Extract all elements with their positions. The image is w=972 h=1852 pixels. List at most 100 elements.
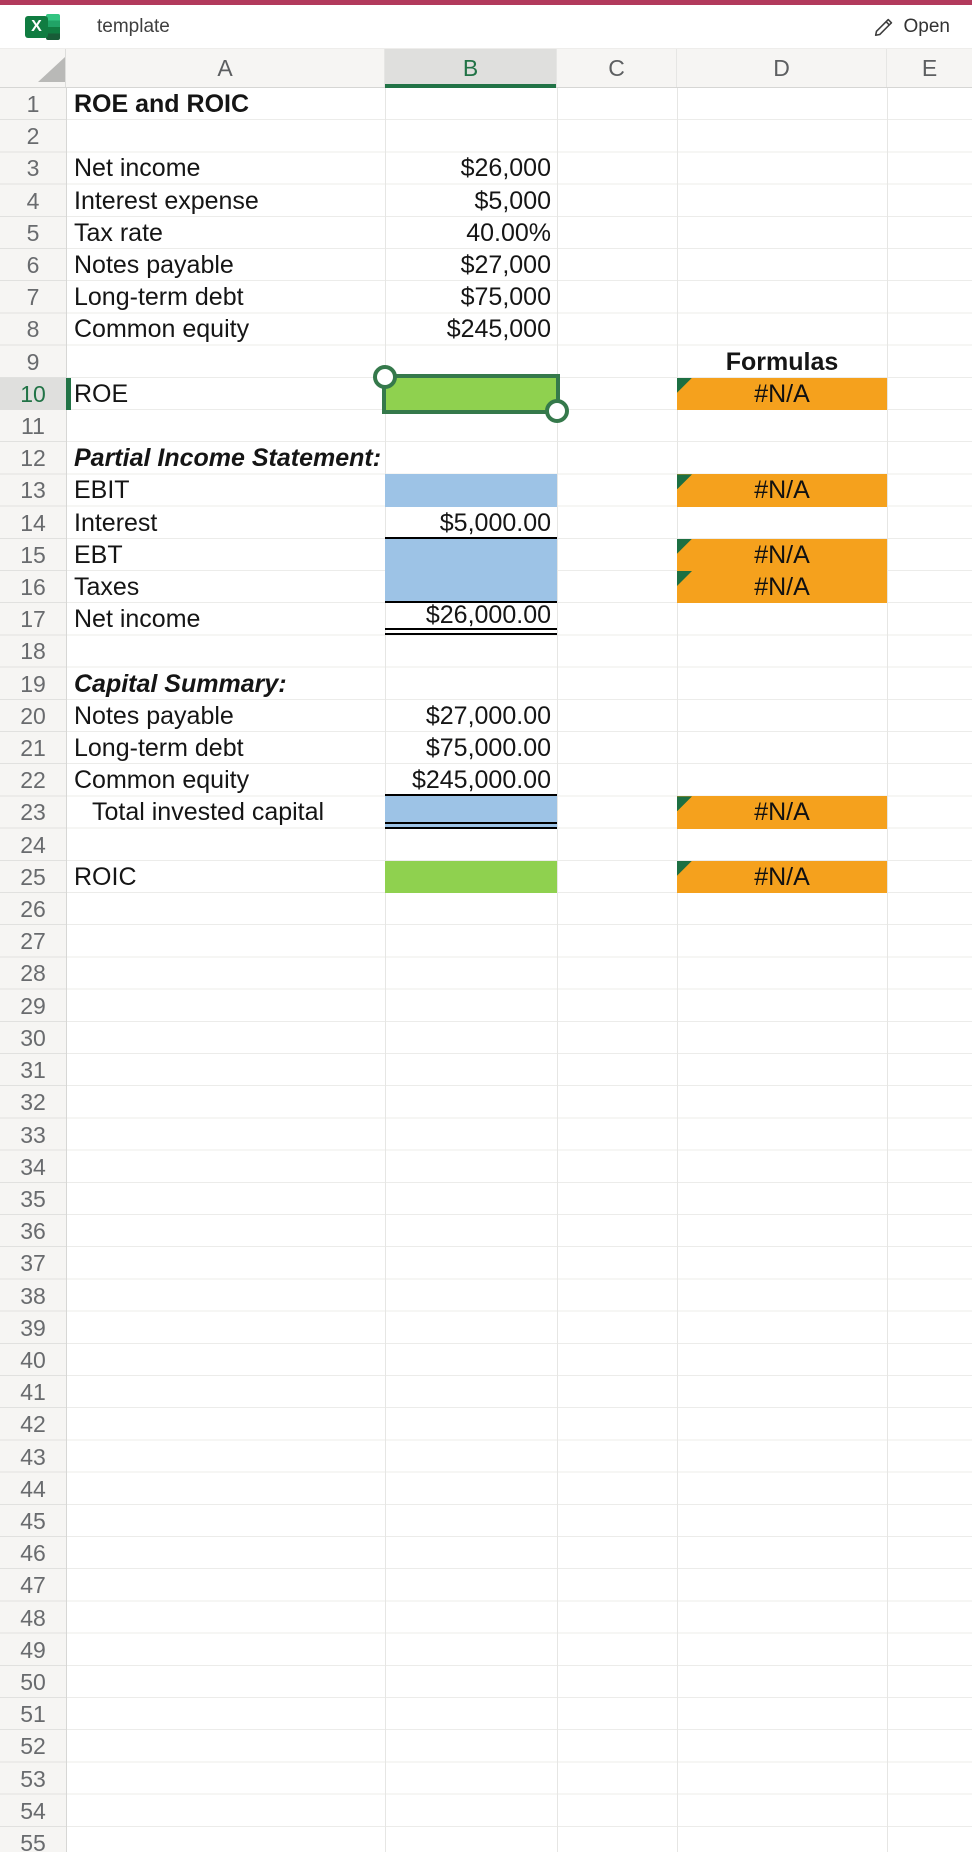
cell-b20[interactable]: $27,000.00 bbox=[425, 701, 551, 730]
row-header-50[interactable]: 50 bbox=[20, 1668, 46, 1695]
cell-a15[interactable]: EBT bbox=[74, 540, 123, 569]
cell-a25[interactable]: ROIC bbox=[74, 862, 137, 891]
cell-d13[interactable]: #N/A bbox=[677, 474, 887, 507]
row-header-26[interactable]: 26 bbox=[20, 896, 46, 923]
cell-b23-blue-fill[interactable] bbox=[385, 796, 557, 829]
selected-cell-b10[interactable] bbox=[373, 365, 569, 423]
row-header-27[interactable]: 27 bbox=[20, 928, 46, 955]
cell-b6[interactable]: $27,000 bbox=[460, 251, 551, 279]
row-header-3[interactable]: 3 bbox=[26, 155, 40, 182]
cell-d23[interactable]: #N/A bbox=[677, 796, 887, 829]
cell-a23[interactable]: Total invested capital bbox=[92, 798, 325, 827]
open-button[interactable]: Open bbox=[873, 16, 950, 38]
row-header-41[interactable]: 41 bbox=[20, 1379, 46, 1406]
row-header-33[interactable]: 33 bbox=[20, 1121, 46, 1148]
cell-b22[interactable]: $245,000.00 bbox=[385, 764, 557, 797]
cell-b8[interactable]: $245,000 bbox=[446, 315, 551, 344]
selection-handle-bottom-right[interactable] bbox=[545, 399, 569, 423]
row-header-35[interactable]: 35 bbox=[20, 1185, 46, 1212]
cell-b13-blue-fill[interactable] bbox=[385, 474, 557, 507]
row-header-48[interactable]: 48 bbox=[20, 1604, 46, 1631]
row-header-17[interactable]: 17 bbox=[20, 606, 46, 633]
row-header-42[interactable]: 42 bbox=[20, 1411, 46, 1438]
row-header-15[interactable]: 15 bbox=[20, 541, 46, 568]
cell-b3[interactable]: $26,000 bbox=[460, 154, 551, 183]
row-header-53[interactable]: 53 bbox=[20, 1765, 46, 1792]
cell-b5[interactable]: 40.00% bbox=[466, 218, 551, 247]
column-header-d[interactable]: D bbox=[677, 49, 887, 87]
row-header-7[interactable]: 7 bbox=[26, 284, 40, 311]
row-header-10[interactable]: 10 bbox=[0, 377, 66, 411]
cell-d16[interactable]: #N/A bbox=[677, 571, 887, 604]
row-header-29[interactable]: 29 bbox=[20, 992, 46, 1019]
row-header-11[interactable]: 11 bbox=[21, 413, 45, 440]
row-header-28[interactable]: 28 bbox=[20, 960, 46, 987]
row-header-18[interactable]: 18 bbox=[20, 638, 46, 665]
cell-a6[interactable]: Notes payable bbox=[74, 251, 234, 279]
cell-a3[interactable]: Net income bbox=[74, 154, 201, 183]
row-header-24[interactable]: 24 bbox=[20, 831, 46, 858]
row-header-45[interactable]: 45 bbox=[20, 1507, 46, 1534]
select-all-corner[interactable] bbox=[0, 49, 66, 87]
row-header-43[interactable]: 43 bbox=[20, 1443, 46, 1470]
row-header-1[interactable]: 1 bbox=[26, 91, 40, 117]
cell-a19-section[interactable]: Capital Summary: bbox=[74, 669, 287, 698]
row-header-51[interactable]: 51 bbox=[20, 1701, 46, 1728]
column-header-c[interactable]: C bbox=[557, 49, 677, 87]
cell-a8[interactable]: Common equity bbox=[74, 315, 250, 344]
cell-a14[interactable]: Interest bbox=[74, 508, 158, 537]
cell-a1-title[interactable]: ROE and ROIC bbox=[74, 90, 250, 118]
row-header-22[interactable]: 22 bbox=[20, 767, 46, 794]
row-header-30[interactable]: 30 bbox=[20, 1024, 46, 1051]
row-header-55[interactable]: 55 bbox=[20, 1829, 46, 1852]
row-header-6[interactable]: 6 bbox=[26, 252, 40, 279]
row-header-13[interactable]: 13 bbox=[20, 477, 46, 504]
row-header-38[interactable]: 38 bbox=[20, 1282, 46, 1309]
cell-a13[interactable]: EBIT bbox=[74, 476, 130, 505]
cell-b21[interactable]: $75,000.00 bbox=[425, 734, 551, 762]
cell-a22[interactable]: Common equity bbox=[74, 766, 250, 795]
row-header-31[interactable]: 31 bbox=[20, 1057, 46, 1084]
row-header-46[interactable]: 46 bbox=[20, 1540, 46, 1567]
row-header-36[interactable]: 36 bbox=[20, 1218, 46, 1245]
row-header-39[interactable]: 39 bbox=[20, 1314, 46, 1341]
row-header-5[interactable]: 5 bbox=[26, 219, 40, 246]
cell-a21[interactable]: Long-term debt bbox=[74, 734, 244, 762]
row-header-34[interactable]: 34 bbox=[20, 1153, 46, 1180]
cell-d25[interactable]: #N/A bbox=[677, 860, 887, 893]
cell-b17[interactable]: $26,000.00 bbox=[385, 603, 557, 636]
row-header-2[interactable]: 2 bbox=[26, 123, 40, 150]
cell-d10[interactable]: #N/A bbox=[677, 377, 887, 410]
row-header-44[interactable]: 44 bbox=[20, 1475, 46, 1502]
cell-b14[interactable]: $5,000.00 bbox=[385, 507, 557, 539]
cell-a4[interactable]: Interest expense bbox=[74, 186, 259, 215]
cell-a10[interactable]: ROE bbox=[74, 379, 129, 408]
row-header-4[interactable]: 4 bbox=[26, 187, 40, 214]
row-header-47[interactable]: 47 bbox=[20, 1572, 46, 1599]
column-header-b-selected[interactable]: B bbox=[385, 49, 557, 88]
cell-d15[interactable]: #N/A bbox=[677, 538, 887, 571]
cell-a7[interactable]: Long-term debt bbox=[74, 283, 244, 312]
row-header-14[interactable]: 14 bbox=[20, 509, 46, 536]
row-header-37[interactable]: 37 bbox=[20, 1250, 46, 1277]
row-header-9[interactable]: 9 bbox=[26, 348, 40, 375]
cell-a12-section[interactable]: Partial Income Statement: bbox=[74, 444, 382, 473]
row-header-23[interactable]: 23 bbox=[20, 799, 46, 826]
cell-a20[interactable]: Notes payable bbox=[74, 701, 234, 730]
cell-a17[interactable]: Net income bbox=[74, 605, 201, 634]
selection-handle-top-left[interactable] bbox=[373, 365, 397, 389]
row-header-21[interactable]: 21 bbox=[20, 735, 46, 762]
row-header-52[interactable]: 52 bbox=[20, 1733, 46, 1760]
row-header-25[interactable]: 25 bbox=[20, 863, 46, 890]
row-header-32[interactable]: 32 bbox=[20, 1089, 46, 1116]
row-header-40[interactable]: 40 bbox=[20, 1346, 46, 1373]
row-header-8[interactable]: 8 bbox=[26, 316, 40, 343]
cell-a16[interactable]: Taxes bbox=[74, 573, 140, 601]
cell-b15-b16-blue-fill[interactable] bbox=[385, 538, 557, 604]
row-header-54[interactable]: 54 bbox=[20, 1797, 46, 1824]
cell-b25-green-fill[interactable] bbox=[385, 860, 557, 893]
row-header-20[interactable]: 20 bbox=[20, 702, 46, 729]
row-header-12[interactable]: 12 bbox=[20, 445, 46, 472]
cell-b4[interactable]: $5,000 bbox=[474, 186, 551, 215]
cell-a5[interactable]: Tax rate bbox=[74, 218, 163, 247]
